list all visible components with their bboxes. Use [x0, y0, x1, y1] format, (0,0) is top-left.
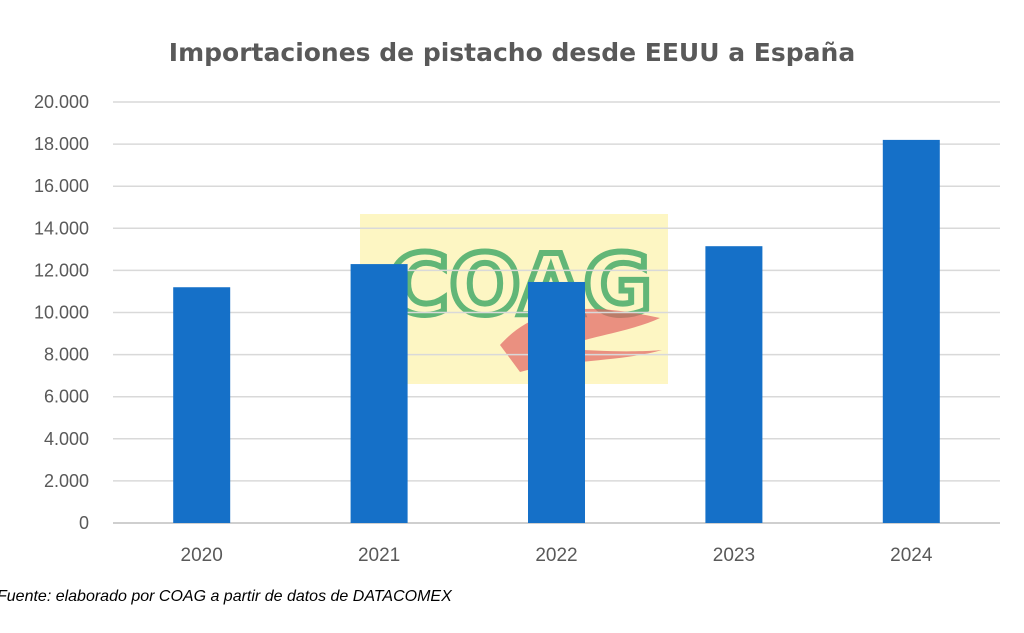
x-tick-label: 2021 [358, 545, 400, 566]
x-tick-label: 2020 [181, 545, 223, 566]
bar-2023 [705, 246, 763, 523]
bar-2022 [528, 281, 585, 523]
y-tick-label: 14.000 [34, 218, 89, 238]
y-tick-label: 20.000 [34, 92, 89, 112]
bars [173, 139, 940, 523]
y-tick-label: 4.000 [44, 429, 89, 449]
y-tick-label: 18.000 [34, 134, 89, 154]
y-tick-label: 0 [79, 513, 89, 533]
y-axis-ticks: 0 2.000 4.000 6.000 8.000 10.000 12.000 14.000 1… [34, 92, 89, 533]
y-tick-label: 2.000 [44, 471, 89, 491]
x-axis-ticks: 2020 2021 2022 2023 2024 [181, 545, 933, 566]
y-tick-label: 16.000 [34, 176, 89, 196]
bar-2021 [350, 264, 408, 523]
y-tick-label: 6.000 [44, 387, 89, 407]
y-tick-label: 10.000 [34, 303, 89, 323]
source-note: Fuente: elaborado por COAG a partir de d… [0, 588, 452, 605]
bar-2024 [882, 139, 940, 523]
y-tick-label: 12.000 [34, 260, 89, 280]
chart-title: Importaciones de pistacho desde EEUU a E… [168, 38, 856, 67]
x-tick-label: 2022 [535, 545, 577, 566]
bar-2020 [173, 287, 231, 523]
y-tick-label: 8.000 [44, 345, 89, 365]
x-tick-label: 2024 [890, 545, 933, 566]
x-tick-label: 2023 [713, 545, 755, 566]
